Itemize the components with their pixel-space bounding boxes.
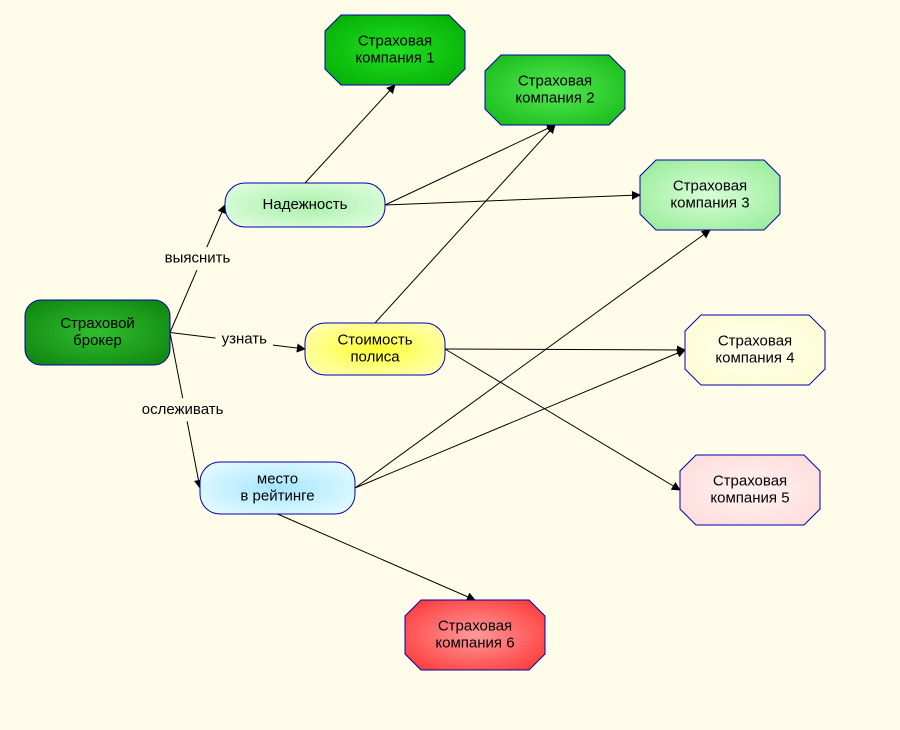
node-c1: Страховаякомпания 1 <box>325 15 465 85</box>
node-broker: Страховойброкер <box>25 300 170 365</box>
node-cost: Стоимостьполиса <box>305 323 445 375</box>
node-label: брокер <box>73 332 122 349</box>
edge <box>385 125 555 205</box>
node-label: Страховая <box>718 332 792 349</box>
node-label: компания 5 <box>710 490 789 507</box>
node-reliability: Надежность <box>225 183 385 227</box>
node-label: Страховой <box>60 315 135 332</box>
edge-label: ослеживать <box>142 401 224 418</box>
node-c2: Страховаякомпания 2 <box>485 55 625 125</box>
edge-label: узнать <box>222 331 268 348</box>
node-label: компания 3 <box>670 195 749 212</box>
node-label: место <box>257 470 298 487</box>
node-label: Страховая <box>438 617 512 634</box>
node-c4: Страховаякомпания 4 <box>685 315 825 385</box>
node-label: компания 6 <box>435 635 514 652</box>
node-c3: Страховаякомпания 3 <box>640 160 780 230</box>
node-c6: Страховаякомпания 6 <box>405 600 545 670</box>
edge <box>445 349 680 490</box>
edge <box>445 349 685 350</box>
edge <box>385 195 640 205</box>
nodes-layer: Страховойброкер Надежность Стоимостьполиса… <box>25 15 825 670</box>
node-label: Надежность <box>263 196 348 213</box>
node-label: Стоимость <box>337 331 412 348</box>
node-label: компания 2 <box>515 90 594 107</box>
edge <box>375 125 555 323</box>
node-c5: Страховаякомпания 5 <box>680 455 820 525</box>
node-label: полиса <box>350 349 400 366</box>
node-label: Страховая <box>358 32 432 49</box>
diagram-canvas: выяснить узнать ослеживать Страховойброкер Н… <box>0 0 900 730</box>
node-label: Страховая <box>518 72 592 89</box>
node-label: Страховая <box>673 177 747 194</box>
edge <box>278 514 476 600</box>
edge <box>305 85 395 183</box>
node-rank: местов рейтинге <box>200 462 355 514</box>
node-label: в рейтинге <box>240 488 314 505</box>
node-label: Страховая <box>713 472 787 489</box>
edge-label: выяснить <box>165 250 231 267</box>
node-label: компания 4 <box>715 350 794 367</box>
node-label: компания 1 <box>355 50 434 67</box>
